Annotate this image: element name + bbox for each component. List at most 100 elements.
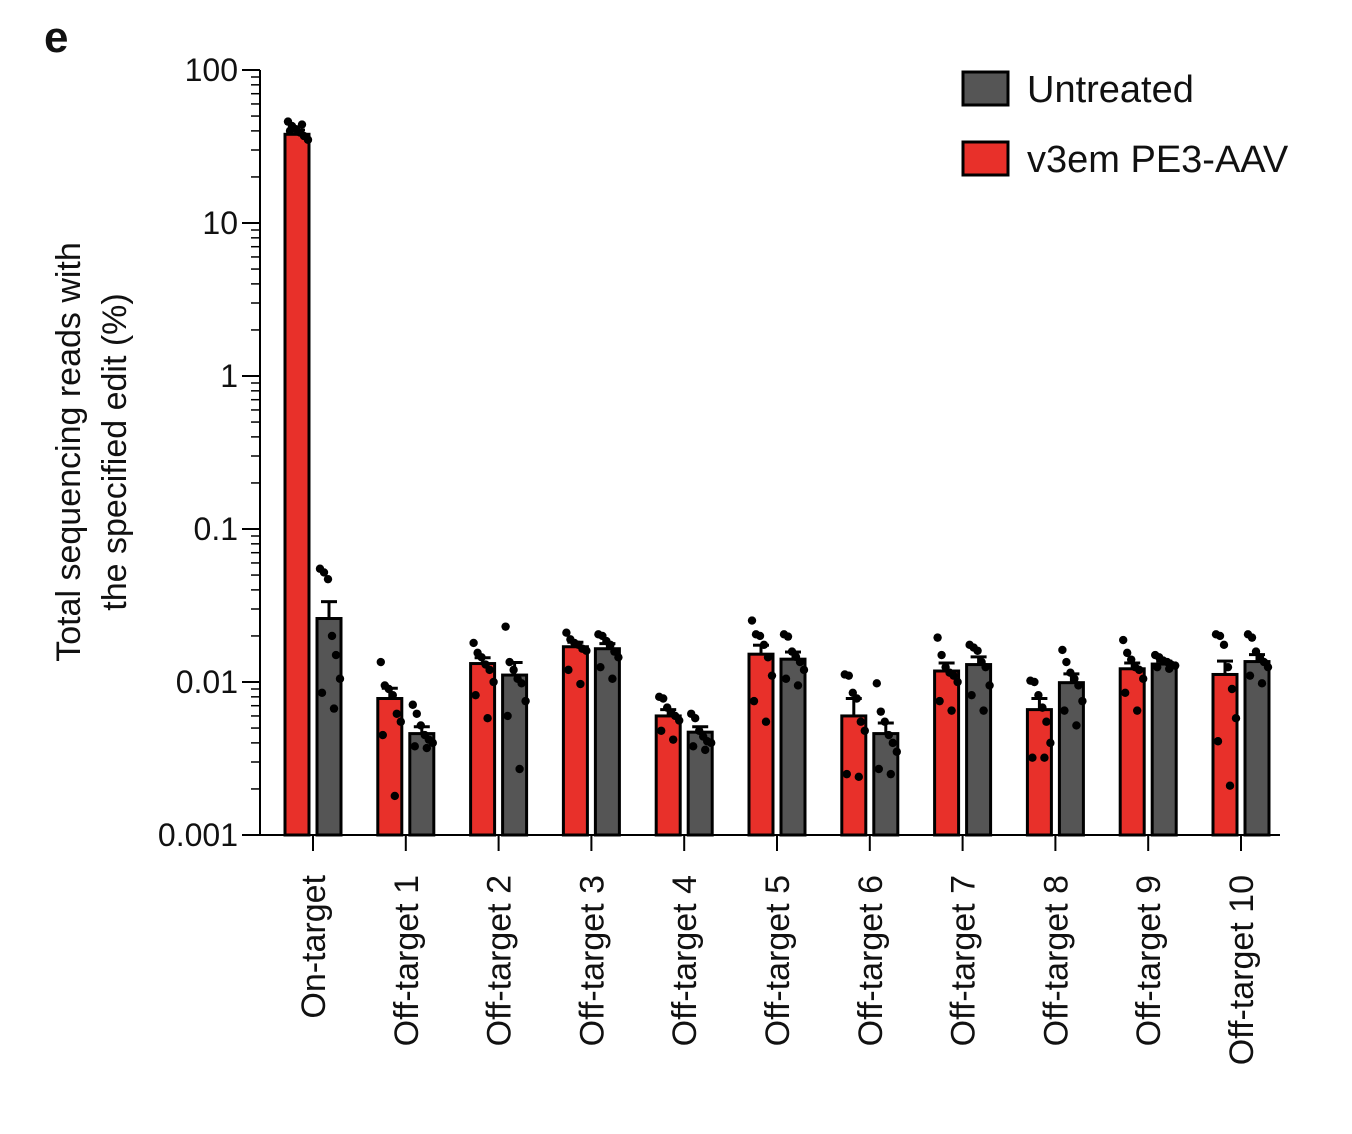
data-point-v3em-pe3-aav-3-0: [562, 628, 571, 637]
data-point-untreated-1-5: [428, 738, 437, 748]
data-point-v3em-pe3-aav-2-2: [477, 653, 486, 662]
data-point-untreated-3-6: [596, 662, 605, 672]
x-tick-label-0: On-target: [295, 874, 333, 1018]
legend-label-v3em-pe3-aav: v3em PE3-AAV: [1027, 139, 1289, 181]
legend-label-untreated: Untreated: [1027, 69, 1194, 111]
data-point-untreated-5-7: [793, 681, 803, 690]
data-point-v3em-pe3-aav-2-4: [485, 665, 494, 675]
data-point-untreated-3-5: [614, 653, 623, 662]
data-point-untreated-8-4: [1074, 681, 1083, 690]
data-point-v3em-pe3-aav-4-7: [669, 735, 678, 744]
data-point-v3em-pe3-aav-9-2: [1127, 655, 1136, 664]
data-point-v3em-pe3-aav-9-6: [1121, 688, 1130, 697]
data-point-v3em-pe3-aav-10-4: [1227, 684, 1237, 694]
data-point-v3em-pe3-aav-9-1: [1123, 648, 1132, 658]
data-point-untreated-5-6: [781, 674, 791, 683]
data-point-v3em-pe3-aav-5-0: [747, 616, 757, 625]
data-point-untreated-4-5: [707, 738, 716, 748]
data-point-v3em-pe3-aav-8-1: [1030, 677, 1039, 687]
data-point-untreated-4-1: [691, 713, 700, 723]
y-axis-title: Total sequencing reads with the specifie…: [50, 242, 134, 662]
data-point-untreated-1-0: [408, 700, 417, 709]
y-axis-title-line-2: the specified edit (%): [96, 293, 134, 611]
data-point-v3em-pe3-aav-6-4: [856, 717, 865, 726]
data-point-v3em-pe3-aav-0-7: [297, 120, 307, 129]
data-point-v3em-pe3-aav-6-3: [852, 694, 861, 703]
data-point-untreated-2-2: [509, 665, 518, 675]
data-point-v3em-pe3-aav-4-6: [657, 726, 666, 735]
data-point-untreated-7-5: [985, 681, 994, 690]
data-point-v3em-pe3-aav-7-5: [953, 677, 962, 687]
x-tick-label-10: Off-target 10: [1223, 875, 1261, 1065]
data-point-untreated-8-7: [1072, 721, 1081, 730]
data-point-untreated-7-4: [981, 662, 990, 672]
data-point-v3em-pe3-aav-5-4: [763, 653, 773, 662]
data-point-untreated-5-5: [799, 665, 809, 675]
data-point-v3em-pe3-aav-9-5: [1139, 674, 1148, 683]
data-point-untreated-10-5: [1263, 662, 1273, 672]
bar-untreated-10: [1243, 660, 1271, 837]
data-point-untreated-10-6: [1245, 671, 1255, 680]
data-point-v3em-pe3-aav-4-1: [659, 694, 668, 703]
data-point-untreated-8-0: [1058, 645, 1067, 655]
data-point-untreated-0-5: [335, 674, 345, 683]
data-point-v3em-pe3-aav-4-5: [675, 716, 684, 725]
data-point-v3em-pe3-aav-1-3: [388, 690, 397, 700]
bar-v3em-pe3-aav-0: [283, 132, 311, 837]
data-point-v3em-pe3-aav-1-4: [392, 709, 401, 718]
legend-swatch-untreated: [961, 70, 1010, 107]
y-tick-label-5: 0.001: [158, 817, 238, 853]
bar-untreated-8: [1057, 681, 1085, 837]
data-point-untreated-2-7: [515, 764, 524, 774]
data-point-untreated-0-3: [327, 631, 337, 641]
data-point-v3em-pe3-aav-10-7: [1225, 781, 1235, 790]
data-point-v3em-pe3-aav-1-2: [384, 684, 393, 694]
data-point-v3em-pe3-aav-5-6: [749, 696, 759, 706]
data-point-v3em-pe3-aav-3-6: [564, 665, 573, 675]
bar-v3em-pe3-aav-4: [654, 714, 682, 837]
data-point-v3em-pe3-aav-9-4: [1135, 665, 1144, 675]
y-axis-title-line-1: Total sequencing reads with: [50, 242, 88, 662]
y-tick-label-4: 0.01: [176, 664, 238, 700]
data-point-v3em-pe3-aav-3-7: [576, 679, 585, 689]
bar-untreated-7: [965, 663, 993, 837]
x-tick-label-2: Off-target 2: [481, 875, 519, 1046]
x-tick-label-7: Off-target 7: [945, 875, 983, 1046]
data-point-v3em-pe3-aav-9-0: [1119, 635, 1128, 645]
data-point-untreated-8-2: [1066, 668, 1075, 677]
data-point-v3em-pe3-aav-9-7: [1133, 706, 1142, 715]
data-point-untreated-3-7: [608, 674, 617, 683]
data-point-untreated-6-2: [880, 717, 889, 726]
data-point-untreated-8-6: [1060, 706, 1069, 715]
axes: 100 10 1 0.1 0.01 0.001 On-target Off-target 1 O…: [158, 52, 1280, 1065]
data-point-v3em-pe3-aav-6-6: [842, 769, 851, 779]
data-point-untreated-2-6: [503, 711, 512, 721]
data-point-v3em-pe3-aav-8-3: [1038, 703, 1047, 712]
x-tick-label-4: Off-target 4: [666, 875, 704, 1046]
data-point-v3em-pe3-aav-1-7: [390, 791, 399, 801]
legend-swatch-v3em-pe3-aav: [961, 140, 1010, 177]
data-point-v3em-pe3-aav-8-5: [1046, 738, 1055, 748]
data-point-untreated-1-6: [410, 742, 419, 751]
data-point-v3em-pe3-aav-10-1: [1215, 631, 1225, 641]
y-tick-label-2: 1: [220, 358, 238, 394]
data-point-v3em-pe3-aav-5-2: [755, 631, 765, 641]
data-point-v3em-pe3-aav-7-1: [937, 650, 946, 660]
bar-v3em-pe3-aav-3: [561, 645, 589, 837]
data-point-untreated-6-7: [886, 769, 895, 779]
bar-v3em-pe3-aav-10: [1211, 672, 1239, 837]
data-point-untreated-6-3: [884, 730, 893, 740]
plot-area: [283, 117, 1273, 837]
data-point-v3em-pe3-aav-6-7: [854, 772, 863, 782]
data-point-untreated-5-4: [795, 657, 805, 667]
data-point-untreated-9-6: [1153, 662, 1162, 672]
data-point-v3em-pe3-aav-2-7: [483, 713, 492, 723]
y-tick-label-1: 10: [202, 205, 238, 241]
data-point-v3em-pe3-aav-6-1: [844, 671, 853, 680]
bar-v3em-pe3-aav-7: [933, 669, 961, 837]
data-point-v3em-pe3-aav-1-0: [376, 657, 385, 667]
data-point-v3em-pe3-aav-2-0: [469, 638, 478, 648]
bar-v3em-pe3-aav-5: [747, 652, 775, 837]
data-point-untreated-10-1: [1247, 633, 1257, 642]
data-point-untreated-2-1: [505, 657, 514, 667]
